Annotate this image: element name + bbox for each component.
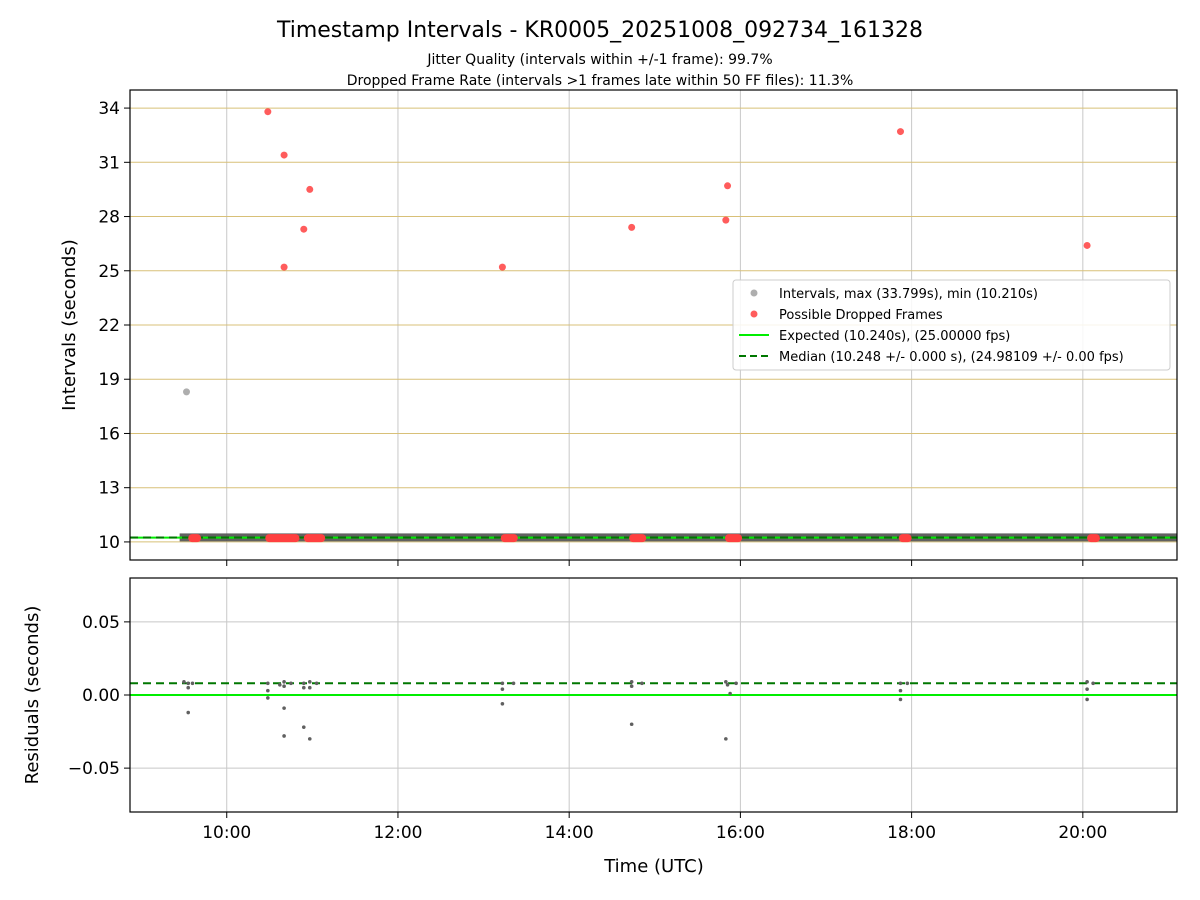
dropped-point-7 [724, 182, 732, 190]
chart-subtitle-dropped: Dropped Frame Rate (intervals >1 frames … [347, 73, 854, 89]
residual-point-5 [266, 681, 270, 686]
residual-point-23 [500, 701, 505, 706]
legend-label-3: Median (10.248 +/- 0.000 s), (24.98109 +… [779, 350, 1124, 365]
x-axis-label: Time (UTC) [603, 856, 704, 877]
residual-point-22 [500, 687, 505, 691]
dropped-point-0 [264, 108, 272, 116]
residual-point-17 [307, 680, 312, 684]
top-y-axis-label: Intervals (seconds) [59, 239, 80, 411]
interval-point-0 [183, 388, 191, 396]
dropped-cluster-7 [1087, 534, 1100, 543]
residual-point-2 [186, 685, 191, 690]
residual-point-30 [725, 682, 730, 687]
bottom-y-axis-label: Residuals (seconds) [22, 606, 43, 785]
residual-point-9 [282, 680, 286, 684]
legend-label-0: Intervals, max (33.799s), min (10.210s) [779, 287, 1038, 302]
residual-point-6 [266, 688, 270, 693]
dropped-point-6 [628, 223, 636, 231]
residuals-panel: −0.05 0.00 0.05 10:00 12:00 14:00 16:00 18:00 20… [68, 577, 1178, 843]
residual-point-3 [186, 710, 191, 715]
bottom-ytick-label-1: 0.00 [82, 686, 120, 706]
bottom-xtick-label-1: 12:00 [373, 823, 422, 843]
dropped-point-10 [1083, 241, 1091, 249]
residual-point-39 [1085, 687, 1089, 691]
residual-point-7 [266, 696, 270, 700]
top-ytick-label-5: 25 [98, 262, 120, 282]
residual-point-27 [629, 722, 634, 727]
residual-point-10 [282, 684, 286, 689]
residual-point-36 [898, 697, 903, 702]
top-ytick-label-8: 34 [98, 99, 120, 119]
residual-point-19 [307, 737, 312, 741]
legend-label-1: Possible Dropped Frames [779, 308, 943, 323]
residual-point-1 [186, 681, 191, 686]
bottom-xtick-label-3: 16:00 [716, 823, 765, 843]
residual-point-15 [301, 685, 306, 690]
dropped-cluster-1 [265, 534, 300, 543]
residual-point-32 [724, 737, 728, 741]
dropped-cluster-0 [188, 534, 202, 543]
residual-point-18 [307, 685, 312, 690]
chart-title: Timestamp Intervals - KR0005_20251008_09… [276, 18, 923, 43]
residual-point-38 [1085, 680, 1089, 684]
top-ytick-label-7: 31 [98, 153, 120, 173]
legend: Intervals, max (33.799s), min (10.210s) P… [732, 279, 1171, 371]
dropped-cluster-2 [303, 534, 326, 543]
residual-point-41 [1091, 681, 1095, 686]
residual-point-31 [728, 691, 732, 696]
bottom-xtick-label-2: 14:00 [545, 823, 594, 843]
top-ytick-label-3: 19 [98, 370, 120, 390]
dropped-cluster-4 [629, 534, 647, 543]
dropped-cluster-5 [724, 534, 743, 543]
residual-point-35 [898, 688, 903, 693]
legend-marker-intervals [750, 289, 758, 297]
residual-point-13 [289, 681, 293, 686]
dropped-point-4 [280, 263, 288, 271]
residual-point-8 [278, 682, 282, 687]
bottom-xtick-label-4: 18:00 [887, 823, 936, 843]
residual-point-28 [640, 681, 644, 686]
residual-point-25 [629, 680, 634, 684]
bottom-ytick-label-0: −0.05 [68, 759, 120, 779]
residual-point-12 [282, 734, 286, 738]
dropped-point-2 [306, 185, 314, 193]
top-ytick-label-6: 28 [98, 208, 120, 228]
residual-point-20 [314, 681, 319, 686]
residual-point-4 [190, 681, 195, 686]
dropped-point-3 [300, 225, 308, 233]
chart-subtitle-jitter: Jitter Quality (intervals within +/-1 fr… [426, 52, 772, 68]
residual-point-34 [898, 681, 903, 686]
residual-point-11 [282, 706, 286, 710]
bottom-ytick-label-2: 0.05 [82, 613, 120, 633]
residual-point-29 [724, 680, 728, 684]
bottom-xtick-label-5: 20:00 [1058, 823, 1107, 843]
legend-marker-dropped [750, 310, 758, 318]
legend-label-2: Expected (10.240s), (25.00000 fps) [779, 329, 1010, 344]
residual-point-16 [301, 725, 306, 729]
top-ytick-label-2: 16 [98, 424, 120, 444]
residual-point-37 [905, 681, 910, 686]
dropped-point-1 [280, 151, 288, 159]
residual-point-14 [301, 681, 306, 686]
legend-box [732, 279, 1171, 371]
residual-point-0 [182, 680, 186, 684]
dropped-cluster-6 [898, 534, 912, 543]
top-ytick-label-4: 22 [98, 316, 120, 336]
residual-point-24 [511, 681, 516, 686]
dropped-point-9 [896, 128, 904, 136]
residual-point-26 [629, 684, 634, 689]
intervals-panel: 10 13 16 19 22 25 28 31 34 [98, 89, 1178, 566]
bottom-xtick-label-0: 10:00 [202, 823, 251, 843]
dropped-point-8 [722, 216, 730, 224]
dropped-cluster-3 [500, 534, 518, 543]
dropped-point-5 [498, 263, 506, 271]
residual-point-33 [734, 681, 738, 686]
top-ytick-label-1: 13 [98, 479, 120, 499]
residual-point-21 [500, 681, 505, 686]
residual-point-40 [1085, 697, 1089, 702]
top-ytick-label-0: 10 [98, 533, 120, 553]
